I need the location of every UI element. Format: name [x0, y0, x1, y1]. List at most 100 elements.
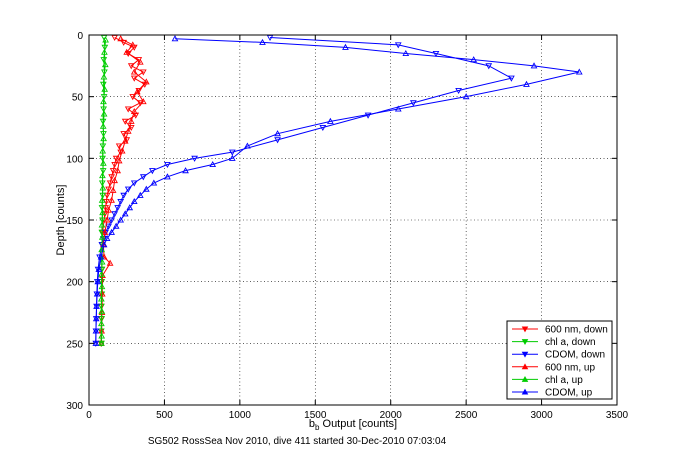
data-point	[99, 147, 107, 154]
data-point	[139, 98, 147, 105]
legend-label: CDOM, down	[545, 350, 605, 361]
data-point	[164, 173, 171, 180]
data-point	[485, 63, 493, 70]
data-point	[120, 131, 128, 138]
data-point	[93, 302, 100, 309]
data-point	[124, 127, 132, 134]
y-tick-label: 0	[77, 31, 83, 42]
data-point	[102, 36, 109, 43]
series-line	[95, 36, 513, 344]
data-point	[108, 217, 115, 224]
data-point	[209, 160, 217, 168]
data-point	[182, 167, 189, 174]
data-point	[106, 180, 114, 187]
data-point	[142, 78, 150, 85]
data-point	[99, 209, 106, 216]
data-point	[130, 75, 138, 82]
data-point	[98, 270, 105, 277]
data-point	[327, 117, 334, 124]
data-point	[98, 307, 106, 314]
axis-ticks: 0 500 1000 1500 2000 2500 3000 3500 0 50 100 150 200…	[66, 31, 628, 421]
data-point	[95, 265, 103, 272]
data-point	[409, 100, 417, 107]
data-point	[319, 124, 327, 132]
x-axis-label-subscript: b	[315, 423, 320, 432]
data-point	[108, 174, 115, 181]
x-tick-label: 3000	[530, 410, 553, 421]
y-tick-label: 300	[66, 401, 83, 412]
data-point	[111, 211, 119, 218]
data-point	[93, 290, 101, 297]
data-point	[121, 210, 129, 217]
data-point	[101, 48, 108, 55]
data-point	[402, 49, 410, 57]
legend-marker	[521, 375, 529, 382]
x-tick-label: 3500	[606, 410, 629, 421]
data-point	[98, 196, 106, 203]
x-tick-label: 1000	[229, 410, 252, 421]
legend-marker	[521, 388, 529, 395]
legend-entry: CDOM, up	[512, 388, 593, 399]
data-point	[94, 278, 102, 285]
data-point	[114, 167, 122, 174]
legend-marker	[521, 351, 529, 358]
data-point	[99, 184, 107, 191]
legend-entry: 600 nm, up	[512, 362, 595, 373]
data-point	[228, 149, 236, 156]
data-point	[103, 234, 111, 242]
data-point	[97, 253, 105, 260]
legend-marker	[521, 363, 529, 370]
data-point	[129, 41, 137, 48]
data-point	[228, 154, 236, 161]
data-point	[106, 259, 114, 266]
data-point	[98, 233, 106, 240]
data-point	[394, 105, 402, 112]
data-point	[103, 192, 111, 199]
data-point	[105, 223, 112, 230]
y-tick-label: 250	[66, 339, 83, 350]
legend-entry: chl a, down	[512, 337, 596, 348]
data-point	[99, 122, 107, 129]
legend-marker	[521, 326, 529, 333]
data-point	[244, 142, 251, 149]
data-point	[136, 191, 144, 198]
data-point	[129, 94, 137, 101]
data-point	[130, 68, 138, 75]
data-point	[135, 87, 143, 95]
data-point	[508, 75, 515, 82]
legend-label: 600 nm, down	[545, 325, 608, 336]
legend-label: chl a, up	[545, 375, 583, 386]
data-point	[100, 241, 108, 248]
data-point	[127, 124, 135, 132]
data-point	[462, 93, 470, 100]
data-point	[109, 168, 117, 175]
data-point	[108, 228, 115, 235]
x-axis-label-main: b	[309, 418, 315, 430]
legend-label: CDOM, up	[545, 388, 593, 399]
series-layer	[92, 34, 583, 347]
data-point	[102, 198, 110, 206]
x-axis-label-rest: Output [counts]	[319, 418, 397, 430]
data-point	[530, 62, 538, 69]
data-point	[127, 117, 135, 124]
data-point	[342, 43, 349, 50]
data-point	[98, 221, 106, 228]
legend-box	[506, 320, 613, 400]
data-point	[130, 180, 138, 187]
data-point	[115, 157, 123, 164]
data-point	[103, 216, 111, 223]
data-point	[123, 48, 131, 55]
x-tick-label: 2500	[455, 410, 478, 421]
data-point	[523, 80, 530, 87]
y-tick-label: 50	[72, 93, 84, 104]
data-point	[101, 228, 109, 235]
data-point	[98, 295, 105, 302]
data-point	[101, 61, 109, 68]
data-point	[139, 174, 147, 181]
data-point	[100, 73, 108, 80]
data-point	[130, 197, 138, 205]
data-point	[121, 118, 129, 125]
data-point	[470, 56, 478, 63]
x-axis-label: bb Output [counts]	[309, 418, 397, 432]
